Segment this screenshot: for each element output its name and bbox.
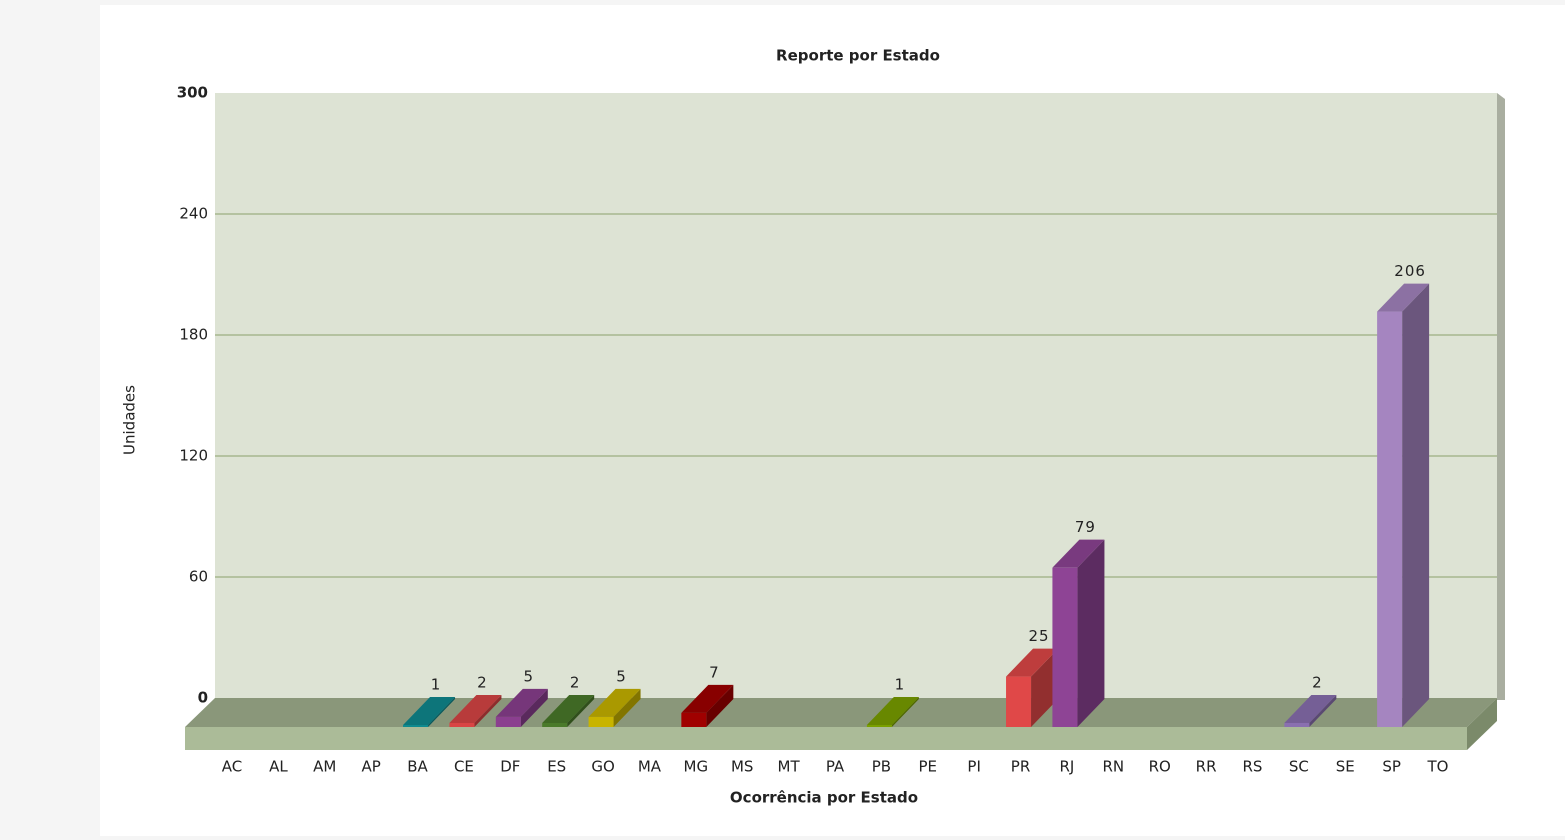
bar-front	[403, 724, 429, 727]
bar-front	[681, 712, 707, 727]
bar-top	[1006, 648, 1059, 677]
bar-front	[1052, 567, 1078, 727]
bar-side	[1031, 648, 1059, 727]
x-tick-label: MT	[778, 758, 801, 776]
x-axis-label: Ocorrência por Estado	[730, 789, 918, 807]
value-label: 2	[570, 673, 581, 691]
x-tick-label: AL	[269, 758, 288, 776]
x-tick-label: MA	[638, 758, 662, 776]
bar-top	[866, 696, 919, 725]
bar-top	[1377, 283, 1430, 312]
x-tick-label: GO	[591, 758, 614, 776]
x-tick-label: AP	[361, 758, 380, 776]
bar-front	[1006, 676, 1032, 727]
y-tick-label: 0	[198, 689, 208, 707]
value-label: 7	[709, 663, 720, 681]
y-tick-label: 180	[179, 326, 208, 344]
bar-top	[681, 684, 734, 713]
bar-front	[588, 716, 614, 727]
value-label: 206	[1394, 262, 1426, 280]
x-tick-label: ES	[547, 758, 566, 776]
bar-side	[520, 688, 548, 727]
bar-side	[1402, 283, 1430, 727]
bar-top	[449, 694, 502, 723]
back-wall	[215, 93, 1497, 700]
value-label: 79	[1075, 518, 1096, 536]
bar-top	[495, 688, 548, 717]
x-tick-label: AM	[313, 758, 336, 776]
value-label: 2	[1312, 673, 1323, 691]
bar-side	[567, 694, 595, 727]
chart-title: Reporte por Estado	[776, 47, 940, 65]
bar-side	[428, 696, 456, 727]
y-tick-label: 120	[179, 447, 208, 465]
x-tick-label: SE	[1336, 758, 1355, 776]
bar-top	[542, 694, 595, 723]
value-label: 25	[1028, 627, 1049, 645]
x-tick-label: RS	[1242, 758, 1262, 776]
value-label: 2	[477, 673, 488, 691]
x-tick-label: BA	[407, 758, 428, 776]
bar-side	[891, 696, 919, 727]
x-tick-label: RO	[1149, 758, 1171, 776]
y-tick-label: 300	[177, 84, 208, 102]
bar-front	[495, 716, 521, 727]
bar	[1377, 283, 1430, 727]
x-tick-label: MG	[684, 758, 709, 776]
x-tick-label: RN	[1102, 758, 1124, 776]
bar	[866, 696, 919, 727]
x-tick-label: AC	[222, 758, 242, 776]
bar	[1006, 648, 1059, 727]
bar-front	[542, 722, 568, 727]
bar-top	[1052, 539, 1105, 568]
bar	[1052, 539, 1105, 727]
bar-top	[588, 688, 641, 717]
x-tick-label: PA	[826, 758, 845, 776]
x-tick-label: PI	[967, 758, 980, 776]
y-tick-label: 60	[189, 568, 208, 586]
x-tick-label: TO	[1427, 758, 1449, 776]
x-tick-label: PE	[919, 758, 938, 776]
bar-front	[866, 724, 892, 727]
bar-front	[1284, 722, 1310, 727]
bar	[588, 688, 641, 727]
floor-front	[185, 727, 1467, 750]
bar-side	[474, 694, 502, 727]
bar	[1284, 694, 1337, 727]
x-tick-label: SC	[1289, 758, 1309, 776]
x-tick-label: PB	[872, 758, 891, 776]
bar	[495, 688, 548, 727]
bar-top	[1284, 694, 1337, 723]
x-tick-label: MS	[731, 758, 753, 776]
value-label: 5	[616, 667, 627, 685]
bar-side	[1077, 539, 1105, 727]
floor-side	[1467, 698, 1497, 750]
x-tick-label: SP	[1382, 758, 1401, 776]
value-label: 1	[895, 675, 906, 693]
y-tick-label: 240	[179, 205, 208, 223]
x-tick-label: RR	[1196, 758, 1217, 776]
bar-side	[613, 688, 641, 727]
value-label: 5	[524, 667, 535, 685]
bar-front	[1377, 311, 1403, 727]
bar-side	[706, 684, 734, 727]
x-tick-label: DF	[500, 758, 520, 776]
x-tick-label: CE	[454, 758, 474, 776]
bar-front	[449, 722, 475, 727]
bar-side	[1309, 694, 1337, 727]
bar	[403, 696, 456, 727]
bar	[542, 694, 595, 727]
y-axis-label: Unidades	[121, 385, 139, 455]
x-tick-label: PR	[1011, 758, 1030, 776]
value-label: 1	[431, 675, 442, 693]
bar	[449, 694, 502, 727]
bar-top	[403, 696, 456, 725]
bar	[681, 684, 734, 727]
x-tick-label: RJ	[1059, 758, 1074, 776]
